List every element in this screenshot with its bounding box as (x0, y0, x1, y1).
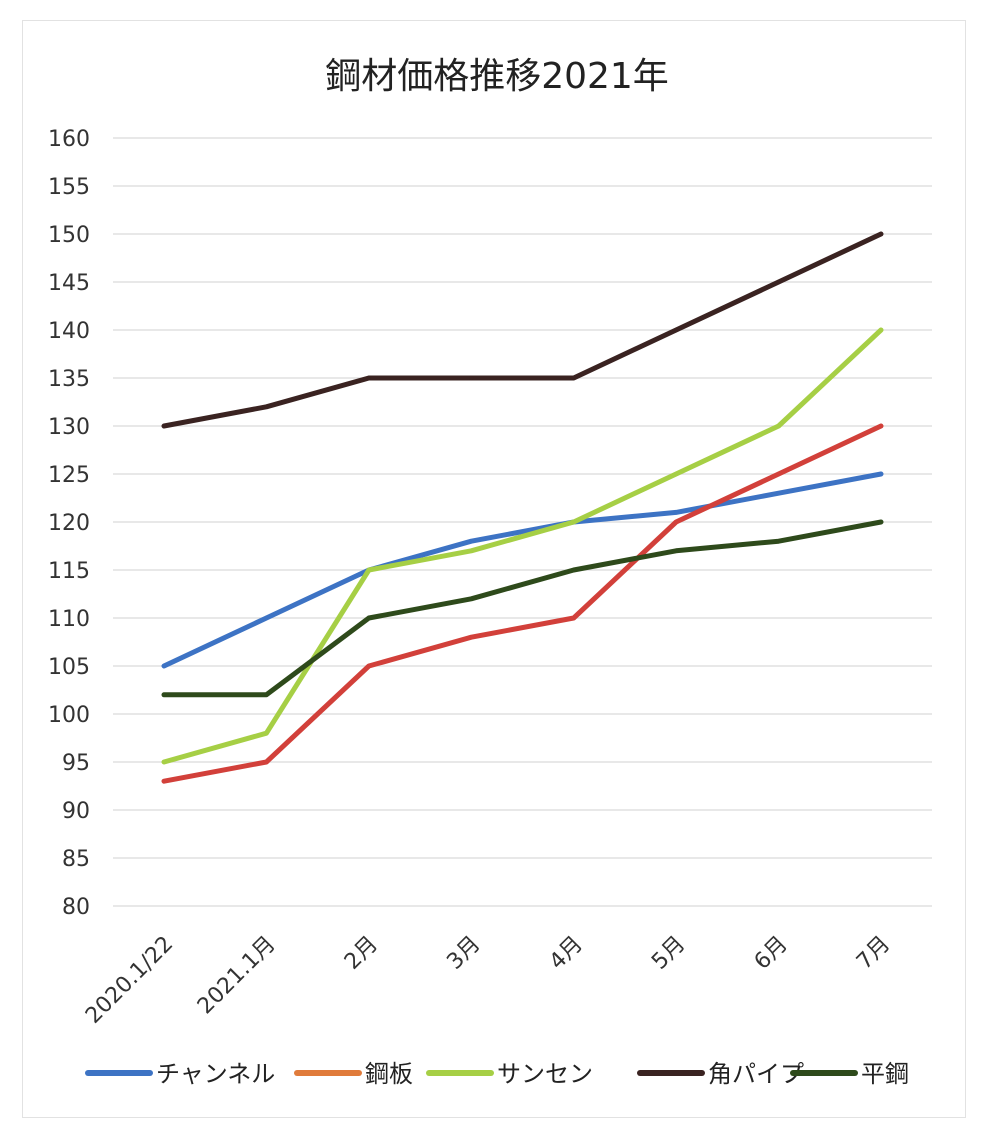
data-point (673, 548, 679, 553)
data-point (469, 635, 474, 640)
y-tick-label: 155 (48, 175, 90, 200)
legend-label: サンセン (497, 1060, 593, 1088)
y-tick-label: 80 (62, 895, 90, 920)
data-point (776, 491, 781, 496)
y-axis-ticks: 80 85 90 95 100 105 110 115 120 125 130 135 140 145 15… (48, 127, 90, 920)
data-point (161, 423, 167, 429)
data-point (571, 375, 576, 381)
y-tick-label: 120 (48, 511, 90, 536)
series-line (161, 471, 884, 669)
data-point (878, 231, 884, 237)
x-tick-label: 4月 (545, 932, 588, 975)
data-point (366, 375, 372, 381)
data-point (673, 510, 679, 515)
data-point (673, 519, 679, 525)
y-tick-label: 145 (48, 271, 90, 296)
data-point (264, 615, 269, 621)
legend-label: 鋼板 (365, 1060, 413, 1088)
data-point (776, 279, 781, 285)
y-tick-label: 105 (48, 655, 90, 680)
data-point (776, 423, 781, 429)
x-tick-label: 2月 (340, 932, 383, 975)
data-point (776, 471, 781, 477)
data-point (264, 404, 269, 409)
legend: チャンネル 鋼板 サンセン 角パイプ 平鋼 (85, 1060, 909, 1088)
x-tick-label: 5月 (647, 932, 690, 975)
legend-label: 角パイプ (708, 1060, 804, 1088)
y-tick-label: 95 (62, 751, 90, 776)
data-point (161, 692, 167, 697)
series-lines (161, 231, 884, 784)
data-point (878, 471, 884, 477)
x-tick-label: 2021.1月 (193, 932, 281, 1020)
legend-label: チャンネル (156, 1060, 275, 1088)
series-line (161, 231, 884, 429)
y-tick-label: 125 (48, 463, 90, 488)
legend-label: 平鋼 (861, 1060, 909, 1088)
series-line (161, 519, 884, 698)
chart-frame (22, 20, 966, 1118)
data-point (776, 539, 781, 544)
x-tick-label: 7月 (852, 932, 895, 975)
data-point (571, 567, 576, 573)
data-point (161, 663, 167, 669)
y-tick-label: 150 (48, 223, 90, 248)
data-point (366, 567, 372, 573)
y-tick-label: 160 (48, 127, 90, 152)
data-point (264, 731, 269, 736)
y-tick-label: 115 (48, 559, 90, 584)
x-tick-label: 2020.1/22 (81, 932, 178, 1029)
data-point (366, 663, 372, 669)
data-point (264, 759, 269, 765)
y-tick-label: 135 (48, 367, 90, 392)
y-tick-label: 100 (48, 703, 90, 728)
data-point (571, 615, 576, 621)
data-point (469, 539, 474, 544)
data-point (673, 471, 679, 477)
data-point (469, 548, 474, 553)
y-tick-label: 130 (48, 415, 90, 440)
x-axis-ticks: 2020.1/22 2021.1月 2月 3月 4月 5月 6月 7月 (81, 932, 895, 1029)
x-tick-label: 6月 (750, 932, 793, 975)
data-point (366, 615, 372, 621)
data-point (878, 423, 884, 429)
x-tick-label: 3月 (442, 932, 485, 975)
series-line (161, 423, 884, 784)
series-line (161, 327, 884, 765)
data-point (161, 779, 167, 784)
gridlines (113, 137, 932, 907)
data-point (469, 375, 474, 381)
data-point (161, 759, 167, 765)
data-point (878, 519, 884, 525)
y-tick-label: 110 (48, 607, 90, 632)
y-tick-label: 140 (48, 319, 90, 344)
chart-title: 鋼材価格推移2021年 (325, 56, 669, 97)
data-point (264, 692, 269, 697)
y-tick-label: 85 (62, 847, 90, 872)
data-point (878, 327, 884, 333)
data-point (571, 519, 576, 525)
data-point (469, 596, 474, 601)
y-tick-label: 90 (62, 799, 90, 824)
data-point (673, 327, 679, 333)
